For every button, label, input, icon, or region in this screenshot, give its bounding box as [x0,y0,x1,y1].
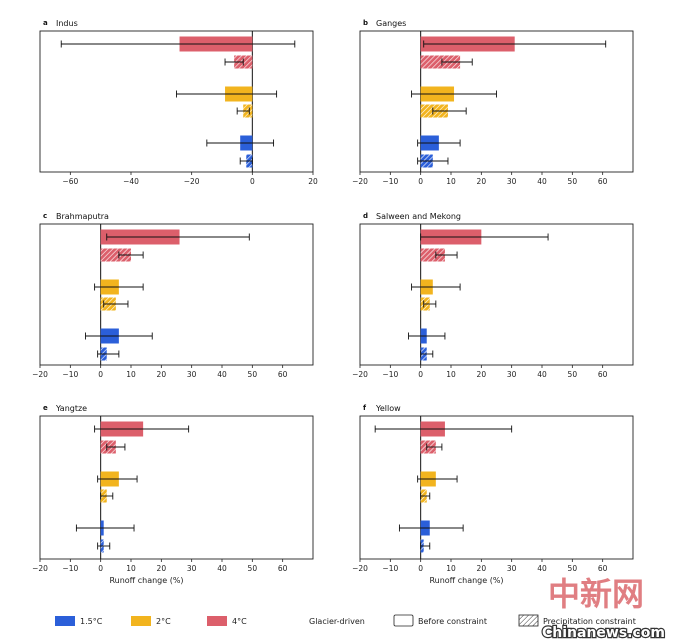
watermark-brand-cn: 中新网 [548,575,644,613]
x-tick-label: −20 [352,564,368,573]
x-tick-label: −10 [62,370,78,379]
x-tick-label: 30 [187,564,197,573]
legend-label-precipitation-constraint: Precipitation constraint [543,617,636,626]
panel-letter: d [363,212,368,220]
x-axis-label: Runoff change (%) [429,576,503,585]
panel-f: f Yellow −20 −10 0 10 20 30 40 50 60 Runoff change … [352,404,634,585]
axes-frame [359,30,634,173]
panel-a: a Indus −60 −40 −20 0 20 [39,19,318,186]
x-tick-label: 50 [248,564,258,573]
panel-letter: c [43,212,47,220]
x-tick-label: −10 [382,564,398,573]
x-tick-label: 30 [507,177,517,186]
panel-letter: e [43,404,48,412]
x-tick-label: 60 [598,370,608,379]
axes-frame [39,223,314,366]
x-axis-label: Runoff change (%) [109,576,183,585]
x-tick-label: 0 [418,564,423,573]
x-tick-label: 20 [477,564,487,573]
x-tick-label: −20 [352,370,368,379]
watermark-brand-url: Chinanews.com [542,625,665,641]
x-tick-label: −20 [32,370,48,379]
legend-swatch-precipitation-constraint [518,614,539,627]
legend-swatch-1-5c [55,616,75,626]
bar-4c-after [100,248,131,262]
x-tick-label: 60 [598,564,608,573]
legend-label-1-5c: 1.5°C [80,617,103,626]
x-tick-label: 0 [418,370,423,379]
panel-letter: f [363,404,367,412]
x-tick-label: 30 [187,370,197,379]
x-tick-label: 60 [598,177,608,186]
panel-c: c Brahmaputra −20 −10 0 10 20 30 40 50 60 [32,212,314,379]
x-tick-label: 60 [278,370,288,379]
x-tick-label: 10 [446,177,456,186]
axes-frame [39,415,314,560]
x-tick-label: 50 [568,564,578,573]
panel-d: d Salween and Mekong −20 −10 0 10 20 30 40 50 60 [352,212,634,379]
x-tick-label: −20 [352,177,368,186]
x-tick-label: 40 [217,564,227,573]
panels-group: a Indus −60 −40 −20 0 20 b Ganges −20 −10 0 10 20 30 40… [32,19,634,585]
panel-letter: a [43,19,48,27]
x-tick-label: 50 [568,177,578,186]
panel-title: Yangtze [55,404,87,413]
x-tick-label: 60 [278,564,288,573]
x-tick-label: 20 [157,564,167,573]
x-tick-label: −10 [62,564,78,573]
panel-b: b Ganges −20 −10 0 10 20 30 40 50 60 [352,19,634,186]
x-tick-label: 20 [308,177,318,186]
bar-4c-after [420,55,461,69]
panel-title: Indus [56,19,78,28]
x-tick-label: −40 [123,177,139,186]
legend-swatch-2c [131,616,151,626]
legend-label-before-constraint: Before constraint [418,617,487,626]
x-tick-label: 0 [250,177,255,186]
x-tick-label: 30 [507,370,517,379]
axes-frame [39,30,314,173]
legend: 1.5°C 2°C 4°C Glacier-driven Before cons… [55,614,636,627]
x-tick-label: 40 [537,177,547,186]
x-tick-label: 50 [248,370,258,379]
x-tick-label: 10 [126,564,136,573]
panel-letter: b [363,19,368,27]
x-tick-label: −20 [184,177,200,186]
legend-label-2c: 2°C [156,617,171,626]
x-tick-label: 0 [98,370,103,379]
x-tick-label: 40 [217,370,227,379]
bar-4c-after [420,248,445,262]
x-tick-label: −10 [382,370,398,379]
x-tick-label: 20 [477,177,487,186]
x-tick-label: 20 [477,370,487,379]
panel-title: Ganges [376,19,406,28]
x-tick-label: 10 [446,564,456,573]
legend-swatch-4c [207,616,227,626]
x-tick-label: −20 [32,564,48,573]
panel-e: e Yangtze −20 −10 0 10 20 30 40 50 60 Runoff change… [32,404,314,585]
panel-title: Yellow [375,404,401,413]
x-tick-label: 20 [157,370,167,379]
legend-label-4c: 4°C [232,617,247,626]
panel-title: Brahmaputra [56,212,109,221]
panel-title: Salween and Mekong [376,212,461,221]
x-tick-label: 30 [507,564,517,573]
x-tick-label: 10 [446,370,456,379]
legend-swatch-before-constraint [393,614,414,627]
x-tick-label: 50 [568,370,578,379]
legend-label-glacier-driven: Glacier-driven [309,617,365,626]
x-tick-label: 40 [537,370,547,379]
x-tick-label: −60 [62,177,78,186]
watermark: 中新网 Chinanews.com [541,575,666,642]
x-tick-label: 0 [98,564,103,573]
axes-frame [359,223,634,366]
x-tick-label: 0 [418,177,423,186]
x-tick-label: 40 [537,564,547,573]
x-tick-label: −10 [382,177,398,186]
axes-frame [359,415,634,560]
x-tick-label: 10 [126,370,136,379]
